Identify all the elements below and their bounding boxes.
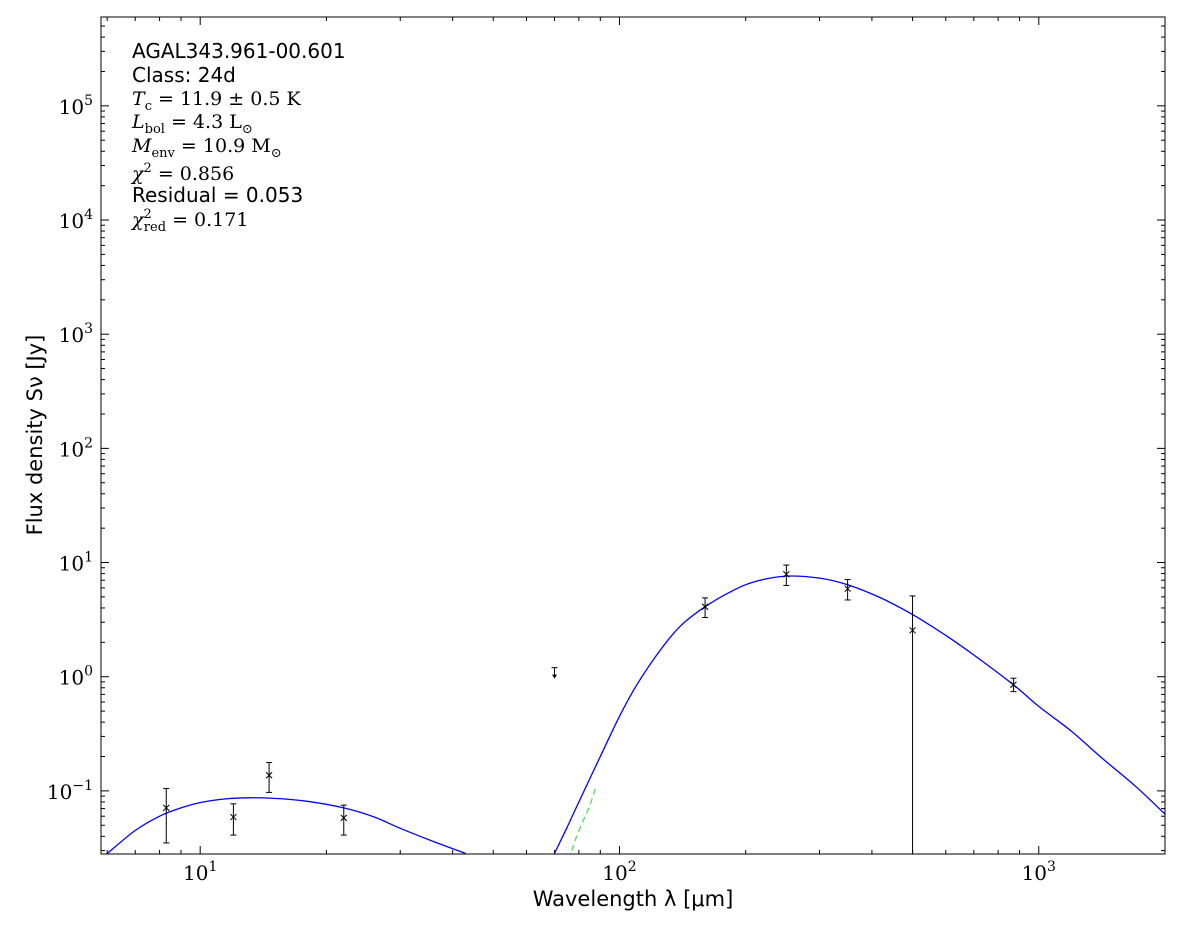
plot-frame: [100, 16, 1166, 855]
source-name: AGAL343.961-00.601: [132, 39, 346, 63]
point-marker: [340, 814, 348, 822]
y-axis-label: Flux density Sν [Jy]: [23, 335, 47, 536]
data-point-1: [230, 803, 237, 836]
y-tick-labels: 10−1 100 101 102 103 104 105: [47, 93, 93, 804]
model-curve-1: [553, 575, 1166, 854]
point-marker: [162, 804, 170, 812]
upper-limit-0: [551, 667, 558, 679]
model-curve-0: [106, 797, 467, 855]
data-point-3: [340, 804, 348, 836]
model-curves: [106, 575, 1166, 855]
point-marker: [1010, 681, 1017, 689]
upper-limit-arrow: [552, 674, 558, 679]
data-point-8: [1010, 677, 1017, 693]
data-point-4: [701, 597, 709, 619]
point-marker: [844, 585, 851, 593]
data-point-2: [265, 762, 273, 793]
y-tick-label: 104: [59, 207, 93, 233]
tc-annotation: Tc = 11.9 ± 0.5 K: [132, 88, 302, 114]
model-curve-2: [571, 786, 597, 851]
chi2red-annotation: χ2 red = 0.171: [130, 207, 248, 235]
y-tick-label: 105: [59, 93, 93, 119]
menv-annotation: Menv = 10.9 M⊙: [131, 135, 282, 161]
data-point-7: [909, 595, 916, 854]
plot-area: [101, 17, 1165, 854]
data-point-0: [162, 787, 170, 844]
lbol-annotation: Lbol = 4.3 L⊙: [131, 111, 253, 137]
x-tick-label: 101: [183, 859, 217, 885]
x-tick-label: 103: [1022, 859, 1056, 885]
data-point-5: [782, 564, 790, 586]
y-tick-label: 102: [59, 435, 93, 461]
minor-ticks: [101, 17, 1165, 854]
y-tick-label: 101: [59, 550, 93, 576]
y-tick-label: 10−1: [47, 778, 93, 804]
data-points: [162, 564, 1017, 854]
annotation-block: AGAL343.961-00.601 Class: 24d Tc = 11.9 …: [130, 39, 346, 235]
major-ticks: [101, 17, 1165, 854]
data-point-6: [844, 579, 851, 601]
point-marker: [230, 813, 237, 821]
point-marker: [909, 626, 916, 634]
class-label: Class: 24d: [132, 63, 236, 87]
point-marker: [265, 771, 273, 779]
point-marker: [782, 570, 790, 578]
residual-annotation: Residual = 0.053: [132, 183, 303, 207]
x-axis-label: Wavelength λ [μm]: [533, 887, 734, 911]
x-tick-label: 102: [602, 859, 636, 885]
y-tick-label: 100: [59, 664, 93, 690]
y-tick-label: 103: [59, 321, 93, 347]
chi2-annotation: χ2 = 0.856: [130, 161, 234, 185]
x-tick-labels: 101 102 103: [183, 859, 1056, 885]
point-marker: [701, 603, 709, 611]
